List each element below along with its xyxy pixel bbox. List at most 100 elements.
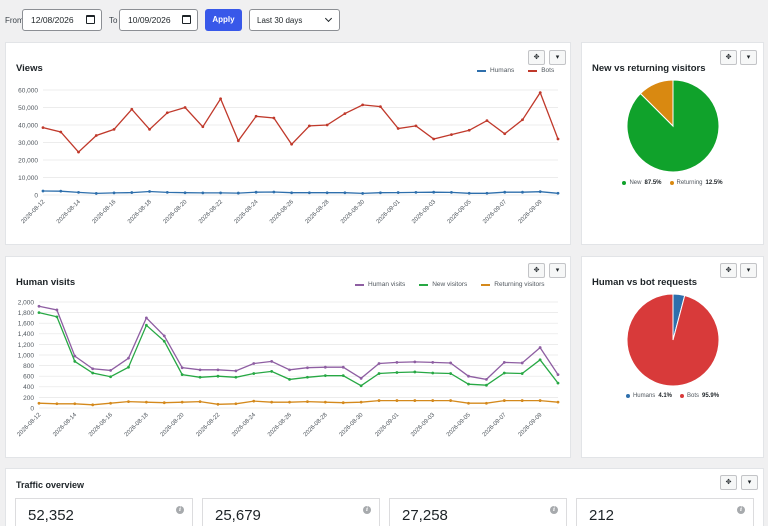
data-point <box>59 130 63 134</box>
y-tick-label: 1,000 <box>18 352 35 359</box>
card-menu-button[interactable]: ▾ <box>549 263 566 278</box>
data-point <box>538 190 542 194</box>
legend-item[interactable]: Bots 95.9% <box>680 393 719 399</box>
data-point <box>55 308 59 312</box>
human-visits-legend: Human visits New visitors Returning visi… <box>355 281 544 288</box>
data-point <box>254 114 258 118</box>
x-tick-label: 2026-09-01 <box>376 199 402 225</box>
data-point <box>306 366 309 370</box>
x-tick-label: 2026-08-14 <box>56 199 82 225</box>
legend-item[interactable]: Humans 4.1% <box>625 393 672 399</box>
data-point <box>219 191 222 195</box>
card-menu-button[interactable]: ▾ <box>740 263 757 278</box>
move-handle-icon[interactable]: ✥ <box>720 263 737 278</box>
legend-dot <box>622 181 627 185</box>
data-point <box>306 400 309 404</box>
x-tick-label: 2026-09-07 <box>482 412 508 438</box>
data-point <box>396 127 400 130</box>
legend-label: Bots <box>541 67 555 74</box>
card-menu-button[interactable]: ▾ <box>549 50 566 65</box>
stat-card: 25,679 i <box>202 498 380 526</box>
x-tick-label: 2026-08-30 <box>339 412 365 438</box>
data-point <box>198 400 202 404</box>
x-tick-label: 2026-08-12 <box>20 199 46 225</box>
data-point <box>165 111 169 115</box>
data-point <box>290 191 294 195</box>
data-point <box>144 323 148 327</box>
data-point <box>252 399 256 403</box>
data-point <box>431 399 435 402</box>
stat-value: 52,352 <box>28 507 74 524</box>
x-tick-label: 2026-08-16 <box>88 412 114 438</box>
views-card: Views ✥ ▾ Humans Bots 0 10,000 20,000 30,00… <box>5 42 571 245</box>
stat-card: 52,352 i <box>15 498 193 526</box>
data-point <box>361 103 365 107</box>
date-range-value: Last 30 days <box>257 16 303 25</box>
data-point <box>521 190 524 194</box>
apply-button[interactable]: Apply <box>205 9 242 31</box>
from-label: From <box>5 16 24 25</box>
move-handle-icon[interactable]: ✥ <box>720 50 737 65</box>
data-point <box>379 191 382 195</box>
data-point <box>130 107 134 111</box>
from-date-value: 12/08/2026 <box>31 15 74 25</box>
data-point <box>431 371 435 375</box>
data-point <box>130 191 134 194</box>
info-icon[interactable]: i <box>737 506 745 514</box>
info-icon[interactable]: i <box>363 506 371 514</box>
to-date-input[interactable]: 10/09/2026 <box>119 9 198 31</box>
legend-item[interactable]: Humans <box>477 67 514 74</box>
y-tick-label: 200 <box>23 395 34 402</box>
data-point <box>395 361 399 364</box>
legend-swatch <box>419 283 429 286</box>
data-point <box>467 401 470 405</box>
data-point <box>94 134 98 137</box>
legend-swatch <box>477 69 486 72</box>
data-point <box>502 361 506 364</box>
data-point <box>556 137 560 141</box>
chevron-down-icon <box>324 14 333 23</box>
data-point <box>148 190 151 193</box>
x-tick-label: 2026-09-07 <box>482 199 508 225</box>
legend-item[interactable]: Returning 12.5% <box>669 180 723 186</box>
data-point <box>520 399 524 402</box>
legend-item[interactable]: Bots <box>528 67 554 74</box>
data-point <box>112 127 116 131</box>
data-point <box>325 191 329 195</box>
move-handle-icon[interactable]: ✥ <box>528 263 545 278</box>
card-menu-button[interactable]: ▾ <box>740 50 757 65</box>
calendar-icon[interactable] <box>86 15 95 24</box>
legend-item[interactable]: New 87.5% <box>622 180 662 186</box>
legend-item[interactable]: New visitors <box>419 281 467 288</box>
from-date-input[interactable]: 12/08/2026 <box>22 9 102 31</box>
views-chart: 0 10,000 20,000 30,000 40,000 50,000 60,000 202… <box>18 87 560 225</box>
info-icon[interactable]: i <box>176 506 184 514</box>
calendar-icon[interactable] <box>182 15 191 24</box>
data-point <box>396 191 400 194</box>
data-point <box>288 400 291 404</box>
move-handle-icon[interactable]: ✥ <box>720 475 737 490</box>
data-point <box>270 359 274 363</box>
legend-item[interactable]: Returning visitors <box>481 281 544 288</box>
move-handle-icon[interactable]: ✥ <box>528 50 545 65</box>
data-point <box>343 112 347 116</box>
y-tick-label: 600 <box>23 374 34 381</box>
data-point <box>234 402 238 406</box>
legend-label: Humans <box>490 67 515 74</box>
data-point <box>449 399 453 402</box>
y-tick-label: 0 <box>30 405 34 412</box>
data-point <box>413 399 417 402</box>
x-tick-label: 2026-09-01 <box>374 412 400 438</box>
legend-label: Humans <box>632 393 656 399</box>
legend-label: Bots <box>687 393 700 399</box>
data-point <box>148 127 151 131</box>
date-range-select[interactable]: Last 30 days <box>249 9 340 31</box>
data-point <box>288 377 291 381</box>
legend-swatch <box>481 283 491 286</box>
x-tick-label: 2026-08-18 <box>124 412 150 438</box>
human-visits-card: Human visits ✥ ▾ Human visits New visito… <box>5 256 571 458</box>
x-tick-label: 2026-08-28 <box>305 199 331 225</box>
legend-item[interactable]: Human visits <box>355 281 405 288</box>
info-icon[interactable]: i <box>550 506 558 514</box>
card-menu-button[interactable]: ▾ <box>741 475 758 490</box>
